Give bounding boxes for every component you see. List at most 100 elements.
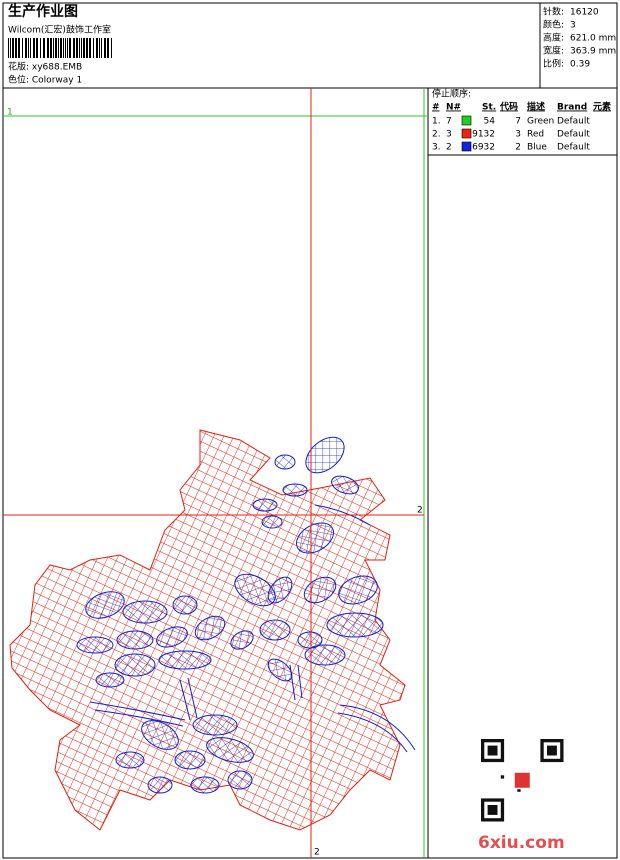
stat-value: 16120 [570, 8, 599, 18]
qr-finder [487, 745, 498, 756]
bar [101, 38, 102, 58]
column-header: # [432, 103, 440, 113]
bar [55, 38, 57, 58]
bar [107, 38, 109, 58]
bar [53, 38, 54, 58]
embroidery [9, 429, 416, 831]
bar [73, 38, 75, 58]
qr-finder [487, 805, 498, 815]
color-swatch [461, 141, 472, 152]
stat-label: 宽度: [543, 45, 564, 57]
bar [12, 38, 14, 58]
bar [67, 38, 68, 58]
bar [79, 38, 80, 58]
column-header: Brand [557, 103, 587, 113]
stitches: 9132 [472, 130, 495, 140]
bar [25, 38, 27, 58]
studio: Wilcom(汇宏)鼓饰工作室 [8, 24, 111, 36]
bar [40, 38, 41, 58]
column-header: 代码 [499, 101, 518, 113]
guide-label: 2 [417, 506, 423, 516]
bar [111, 38, 112, 58]
qr-finder [540, 739, 564, 763]
bar [15, 38, 17, 58]
stitches: 6932 [472, 143, 495, 153]
colorway: 色位: Colorway 1 [8, 74, 82, 86]
bar [10, 38, 11, 58]
stat-label: 比例: [543, 58, 564, 70]
description: Green [527, 117, 554, 127]
barcode [8, 38, 112, 58]
stat-value: 621.0 mm [570, 34, 616, 44]
bar [81, 38, 82, 58]
bar [60, 38, 62, 58]
bar [83, 38, 85, 58]
bar [50, 38, 52, 58]
bar [28, 38, 29, 58]
bar [63, 38, 64, 58]
qr-cell [500, 775, 505, 779]
bar [18, 38, 20, 58]
column-header: 描述 [527, 101, 545, 113]
color-swatch [461, 128, 472, 139]
row-index: 3. [432, 143, 441, 153]
stat-label: 颜色: [543, 19, 564, 31]
bar [33, 38, 35, 58]
bar [22, 38, 23, 58]
design-file: 花版: xy688.EMB [8, 61, 82, 73]
qr-finder [547, 745, 557, 756]
bar [99, 38, 100, 58]
bar [86, 38, 88, 58]
needle: 7 [446, 117, 452, 127]
bar [8, 38, 9, 58]
bar [89, 38, 91, 58]
title: 生产作业图 [8, 3, 78, 20]
qr-finder [480, 739, 505, 763]
column-header: St. [482, 103, 496, 113]
bar [58, 38, 59, 58]
code: 7 [515, 117, 521, 127]
brand: Default [557, 143, 590, 153]
code: 2 [515, 143, 521, 153]
qr-code [480, 739, 564, 822]
color-swatch [461, 115, 472, 126]
stat-label: 针数: [543, 6, 564, 18]
description: Red [527, 130, 544, 140]
row-index: 2. [432, 130, 441, 140]
stitches: 54 [484, 117, 496, 127]
bar [93, 38, 94, 58]
bar [30, 38, 31, 58]
stop-title: 停止顺序: [432, 88, 471, 100]
stat-value: 3 [570, 21, 576, 31]
qr-finder [480, 798, 505, 822]
guide-label: 1 [7, 108, 13, 118]
stat-value: 0.39 [570, 60, 590, 70]
code: 3 [515, 130, 521, 140]
bar [65, 38, 66, 58]
guide-label: 2 [314, 848, 320, 858]
stat-label: 高度: [543, 32, 564, 44]
qr-logo [513, 771, 532, 790]
bar [76, 38, 78, 58]
bar [47, 38, 49, 58]
bar [43, 38, 45, 58]
bar [69, 38, 71, 58]
brand: Default [557, 117, 590, 127]
row-index: 1. [432, 117, 441, 127]
qr-cell [517, 788, 521, 792]
brand: Default [557, 130, 590, 140]
column-header: 元素 [593, 101, 611, 113]
description: Blue [527, 143, 547, 153]
needle: 3 [446, 130, 452, 140]
bar [96, 38, 98, 58]
needle: 2 [446, 143, 452, 153]
stat-value: 363.9 mm [570, 47, 616, 57]
watermark: 6xiu.com [478, 833, 565, 853]
bar [104, 38, 106, 58]
bar [36, 38, 38, 58]
stats: 针数: 16120 颜色: 3 高度: 621.0 mm 宽度: 363.9 mm 比例: 0.3… [543, 6, 616, 70]
column-header: N# [446, 103, 461, 113]
